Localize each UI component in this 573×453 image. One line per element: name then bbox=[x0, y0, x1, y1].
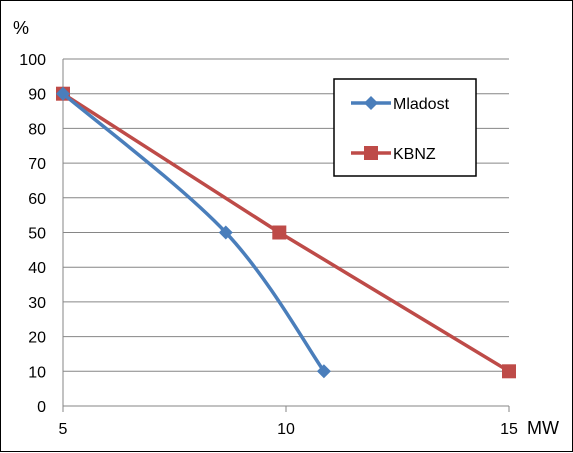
y-tick-label: 70 bbox=[28, 156, 46, 173]
y-axis-label: % bbox=[13, 18, 29, 38]
y-tick-label: 20 bbox=[28, 330, 46, 347]
data-point bbox=[502, 364, 516, 379]
legend-item: KBNZ bbox=[351, 146, 436, 163]
legend-item: Mladost bbox=[351, 96, 450, 113]
y-tick-label: 90 bbox=[28, 87, 46, 104]
y-tick-label: 0 bbox=[37, 399, 46, 416]
y-tick-label: 30 bbox=[28, 295, 46, 312]
y-tick-label: 40 bbox=[28, 260, 46, 277]
y-tick-label: 80 bbox=[28, 121, 46, 138]
y-tick-label: 10 bbox=[28, 364, 46, 381]
y-tick-label: 60 bbox=[28, 191, 46, 208]
series bbox=[56, 86, 516, 379]
x-tick-label: 5 bbox=[59, 421, 68, 438]
x-tick-labels: 5 10 15 bbox=[59, 406, 518, 438]
y-tick-label: 50 bbox=[28, 226, 46, 243]
legend-marker bbox=[364, 146, 378, 160]
legend-box bbox=[333, 78, 477, 177]
y-tick-label: 100 bbox=[19, 52, 46, 69]
data-point bbox=[218, 225, 233, 240]
series-mladost bbox=[56, 86, 331, 379]
data-point bbox=[272, 225, 287, 240]
x-tick-label: 15 bbox=[500, 421, 518, 438]
y-tick-labels: 0 10 20 30 40 50 60 70 80 90 100 bbox=[19, 52, 46, 416]
legend-label: Mladost bbox=[393, 96, 450, 113]
data-point bbox=[56, 86, 70, 101]
x-tick-label: 10 bbox=[277, 421, 295, 438]
legend-label: KBNZ bbox=[393, 146, 436, 163]
data-point bbox=[316, 364, 331, 379]
legend-marker bbox=[364, 96, 378, 110]
x-axis-label: MW bbox=[527, 418, 559, 438]
legend-items: Mladost KBNZ bbox=[351, 96, 450, 163]
legend: Mladost KBNZ bbox=[333, 78, 477, 177]
